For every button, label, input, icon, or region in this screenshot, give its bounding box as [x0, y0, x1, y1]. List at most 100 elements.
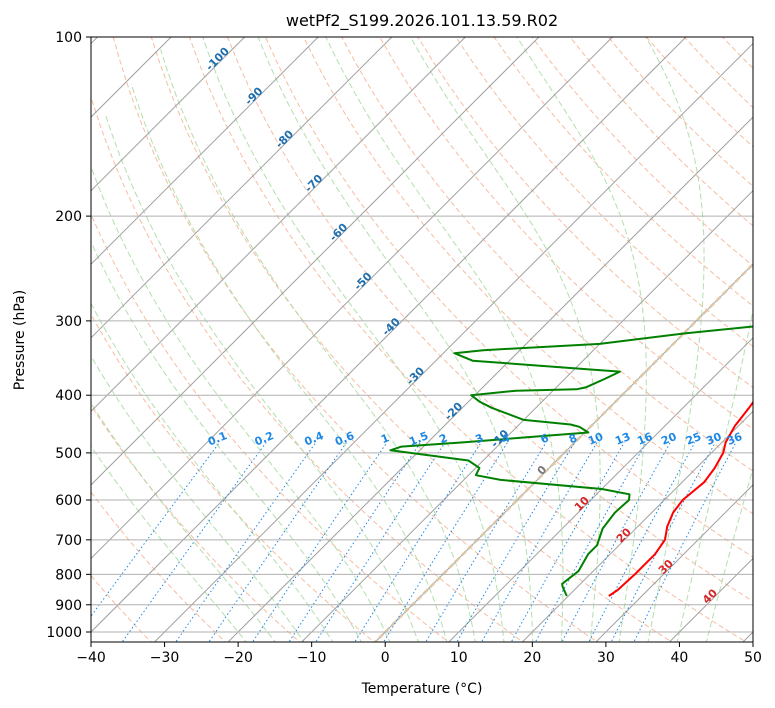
pressure-gridlines: [91, 37, 753, 633]
dry-adiabat-line: [91, 213, 450, 642]
isotherm-label: -70: [302, 172, 325, 195]
dry-adiabat-line: [227, 37, 753, 602]
moist-adiabat-line: [202, 37, 505, 642]
mixing-ratio-line: [588, 442, 696, 642]
y-tick-label: 500: [55, 446, 82, 462]
dry-adiabat-line: [91, 491, 227, 642]
moist-adiabat-line: [130, 83, 448, 642]
chart-title: wetPf2_S199.2026.101.13.59.R02: [286, 11, 558, 31]
isotherm-label: -60: [327, 220, 350, 243]
mixing-ratio-line: [208, 442, 348, 642]
background-lines: [91, 37, 775, 645]
dry-adiabat-line: [112, 37, 599, 642]
mixing-ratio-label: 3: [473, 431, 485, 446]
mixing-ratio-label: 0.1: [206, 429, 229, 448]
dry-adiabat-line: [417, 37, 753, 389]
isotherm-line: [521, 410, 753, 642]
x-axis-label: Temperature (°C): [361, 681, 483, 697]
y-tick-label: 100: [55, 30, 82, 46]
mixing-ratio-line: [315, 442, 446, 642]
y-axis-label: Pressure (hPa): [12, 290, 28, 390]
dewpoint-line: [389, 325, 753, 597]
moist-adiabat-line: [257, 37, 534, 642]
isotherm-line: [91, 37, 466, 413]
moist-adiabat-line: [91, 165, 391, 642]
isotherm-line: [91, 37, 687, 633]
moist-adiabat-line: [91, 302, 334, 642]
plot-frame: [90, 36, 754, 643]
isotherm-label: -80: [273, 127, 296, 150]
mixing-ratio-line: [354, 442, 482, 642]
dry-adiabat-line: [531, 37, 753, 267]
moist-adiabat-line: [645, 37, 705, 642]
moist-adiabat-line: [325, 37, 564, 642]
mixing-ratio-label: 25: [684, 430, 703, 448]
isotherm-label: 40: [700, 586, 720, 606]
dry-adiabat-line: [91, 313, 375, 642]
dry-adiabat-line: [303, 37, 753, 515]
mixing-ratio-line: [251, 442, 388, 642]
profile-series: [389, 325, 753, 597]
isotherm-label: 20: [614, 525, 634, 545]
dry-adiabat-line: [379, 37, 753, 430]
x-tick-label: −20: [223, 650, 253, 666]
isotherm-line: [91, 37, 540, 486]
isotherm-line: [91, 37, 319, 265]
dry-adiabat-line: [761, 37, 775, 645]
x-tick-label: 40: [671, 650, 689, 666]
y-tick-label: 600: [55, 493, 82, 509]
dry-adiabat-line: [91, 95, 524, 642]
y-tick-label: 800: [55, 567, 82, 583]
isotherm-label: -100: [203, 45, 232, 74]
isotherm-label: -40: [380, 315, 403, 338]
x-tick-label: −10: [297, 650, 327, 666]
dry-adiabat-line: [722, 37, 753, 70]
x-tick-label: 30: [597, 650, 615, 666]
x-tick-label: −40: [76, 650, 106, 666]
isotherm-line: [153, 42, 753, 642]
mixing-ratio-label: 30: [704, 430, 723, 448]
dry-adiabat-line: [493, 37, 753, 307]
moist-adiabat-line: [516, 37, 647, 642]
isotherm-line: [595, 484, 753, 642]
dry-adiabat-line: [341, 37, 753, 472]
x-tick-label: −30: [150, 650, 180, 666]
isotherm-line: [91, 37, 393, 339]
mixing-ratio-line: [510, 442, 625, 642]
isotherm-line: [227, 116, 753, 642]
dry-adiabat-line: [150, 37, 673, 642]
moist-adiabat-line: [160, 49, 476, 642]
mixing-ratio-label: 8: [567, 431, 579, 446]
x-tick-label: 50: [744, 650, 762, 666]
mixing-ratio-label: 20: [659, 430, 678, 448]
mixing-ratio-line: [383, 442, 509, 642]
isotherm-label: -30: [404, 364, 427, 387]
x-tick-label: 0: [381, 650, 390, 666]
mixing-ratio-line: [534, 442, 647, 642]
moist-adiabat-line: [91, 240, 362, 642]
y-tick-label: 900: [55, 598, 82, 614]
dry-adiabat-line: [569, 37, 753, 227]
isotherm-line: [374, 263, 753, 642]
moist-adiabat-line: [91, 355, 305, 642]
x-axis: −40 −30 −20 −10 0 10 20 30 40 50: [76, 642, 762, 666]
y-tick-label: 400: [55, 388, 82, 404]
mixing-ratio-label: 1: [379, 431, 391, 446]
mixing-ratio-line: [288, 442, 421, 642]
dry-adiabat-line: [455, 37, 753, 348]
temperature-line: [608, 400, 753, 597]
mixing-ratio-label: 16: [635, 430, 654, 448]
isotherm-line: [448, 337, 753, 642]
dry-adiabat-line: [188, 37, 747, 642]
x-tick-label: 10: [450, 650, 468, 666]
mixing-ratio-line: [425, 442, 547, 642]
isotherm-line: [91, 37, 246, 192]
y-tick-label: 1000: [46, 625, 82, 641]
moist-adiabat-line: [104, 114, 419, 642]
mixing-ratio-label: 0.2: [253, 429, 276, 448]
isotherm-label: -20: [442, 400, 465, 423]
y-tick-label: 200: [55, 209, 82, 225]
isotherm-line: [668, 557, 753, 642]
dry-adiabat-line: [265, 37, 753, 558]
